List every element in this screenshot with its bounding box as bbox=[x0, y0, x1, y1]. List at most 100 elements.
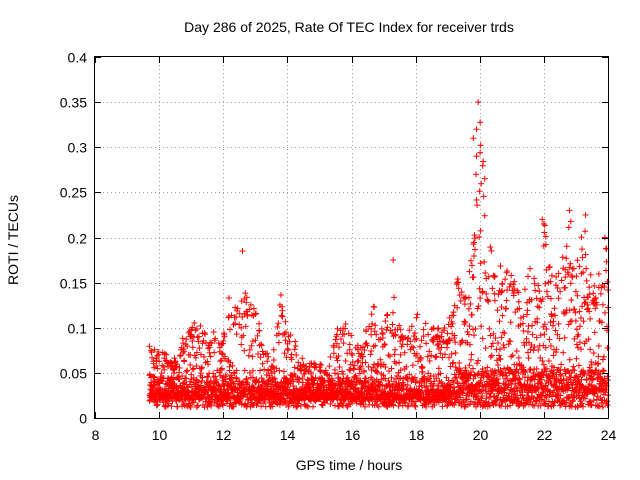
data-point bbox=[568, 297, 575, 304]
data-point bbox=[177, 352, 184, 359]
data-point bbox=[256, 327, 263, 334]
data-point bbox=[332, 336, 339, 343]
data-point bbox=[174, 361, 181, 368]
data-point bbox=[500, 342, 507, 349]
data-point bbox=[484, 297, 491, 304]
y-tick-label: 0.35 bbox=[60, 95, 87, 111]
data-point bbox=[365, 363, 372, 370]
data-point bbox=[572, 317, 579, 324]
data-point bbox=[470, 241, 477, 248]
data-point bbox=[269, 403, 276, 410]
data-point bbox=[582, 251, 589, 258]
data-point bbox=[466, 268, 473, 275]
data-point bbox=[192, 327, 199, 334]
data-point bbox=[199, 374, 206, 381]
data-point bbox=[414, 311, 421, 318]
data-point bbox=[205, 361, 212, 368]
data-point bbox=[148, 349, 155, 356]
data-point bbox=[247, 301, 254, 308]
data-point bbox=[389, 321, 396, 328]
data-point bbox=[198, 365, 205, 372]
data-point bbox=[242, 323, 249, 330]
data-point bbox=[571, 367, 578, 374]
data-point bbox=[233, 331, 240, 338]
data-point bbox=[574, 257, 581, 264]
data-point bbox=[246, 346, 253, 353]
data-point bbox=[452, 349, 459, 356]
data-point bbox=[525, 355, 532, 362]
data-point bbox=[591, 282, 598, 289]
data-point bbox=[259, 360, 266, 367]
data-point bbox=[541, 229, 548, 236]
data-point bbox=[233, 375, 240, 382]
data-point bbox=[228, 312, 235, 319]
data-point bbox=[198, 377, 205, 384]
data-point bbox=[335, 374, 342, 381]
data-point bbox=[595, 270, 602, 277]
data-point bbox=[189, 366, 196, 373]
data-point bbox=[219, 402, 226, 409]
data-point bbox=[587, 315, 594, 322]
data-point bbox=[473, 171, 480, 178]
data-point bbox=[210, 374, 217, 381]
data-point bbox=[435, 325, 442, 332]
data-point bbox=[465, 294, 472, 301]
data-point bbox=[222, 371, 229, 378]
data-point bbox=[317, 367, 324, 374]
data-point bbox=[385, 352, 392, 359]
data-point bbox=[579, 246, 586, 253]
data-point bbox=[225, 313, 232, 320]
data-point bbox=[546, 336, 553, 343]
x-tick-label: 10 bbox=[152, 427, 168, 443]
y-tick-label: 0.05 bbox=[60, 366, 87, 382]
data-point bbox=[472, 235, 479, 242]
data-point bbox=[201, 353, 208, 360]
data-point bbox=[257, 354, 264, 361]
data-point bbox=[148, 347, 155, 354]
data-point bbox=[500, 329, 507, 336]
data-point bbox=[246, 369, 253, 376]
data-point bbox=[317, 368, 324, 375]
data-point bbox=[192, 354, 199, 361]
data-point bbox=[221, 355, 228, 362]
data-point bbox=[160, 363, 167, 370]
data-point bbox=[482, 345, 489, 352]
data-point bbox=[259, 348, 266, 355]
data-point bbox=[252, 311, 259, 318]
chart-title: Day 286 of 2025, Rate Of TEC Index for r… bbox=[184, 19, 514, 35]
data-point bbox=[258, 341, 265, 348]
data-point bbox=[265, 353, 272, 360]
data-point bbox=[161, 366, 168, 373]
data-point bbox=[258, 375, 265, 382]
data-point bbox=[194, 334, 201, 341]
data-point bbox=[567, 280, 574, 287]
data-point bbox=[534, 303, 541, 310]
data-point bbox=[271, 375, 278, 382]
data-point bbox=[226, 375, 233, 382]
data-point bbox=[588, 358, 595, 365]
data-point bbox=[230, 403, 237, 410]
data-point bbox=[477, 119, 484, 126]
data-point bbox=[220, 330, 227, 337]
data-point bbox=[239, 248, 246, 255]
data-point bbox=[244, 379, 251, 386]
data-point bbox=[515, 354, 522, 361]
data-point bbox=[498, 334, 505, 341]
data-point bbox=[477, 295, 484, 302]
data-point bbox=[360, 368, 367, 375]
data-point bbox=[529, 331, 536, 338]
data-point bbox=[236, 321, 243, 328]
data-point bbox=[232, 304, 239, 311]
data-point bbox=[264, 358, 271, 365]
data-point bbox=[291, 364, 298, 371]
data-point bbox=[420, 326, 427, 333]
data-point bbox=[226, 326, 233, 333]
data-point bbox=[154, 401, 161, 408]
x-tick-label: 20 bbox=[473, 427, 489, 443]
data-point bbox=[479, 335, 486, 342]
data-point bbox=[573, 355, 580, 362]
data-point bbox=[565, 224, 572, 231]
data-point bbox=[465, 305, 472, 312]
data-point bbox=[327, 353, 334, 360]
data-point bbox=[239, 314, 246, 321]
